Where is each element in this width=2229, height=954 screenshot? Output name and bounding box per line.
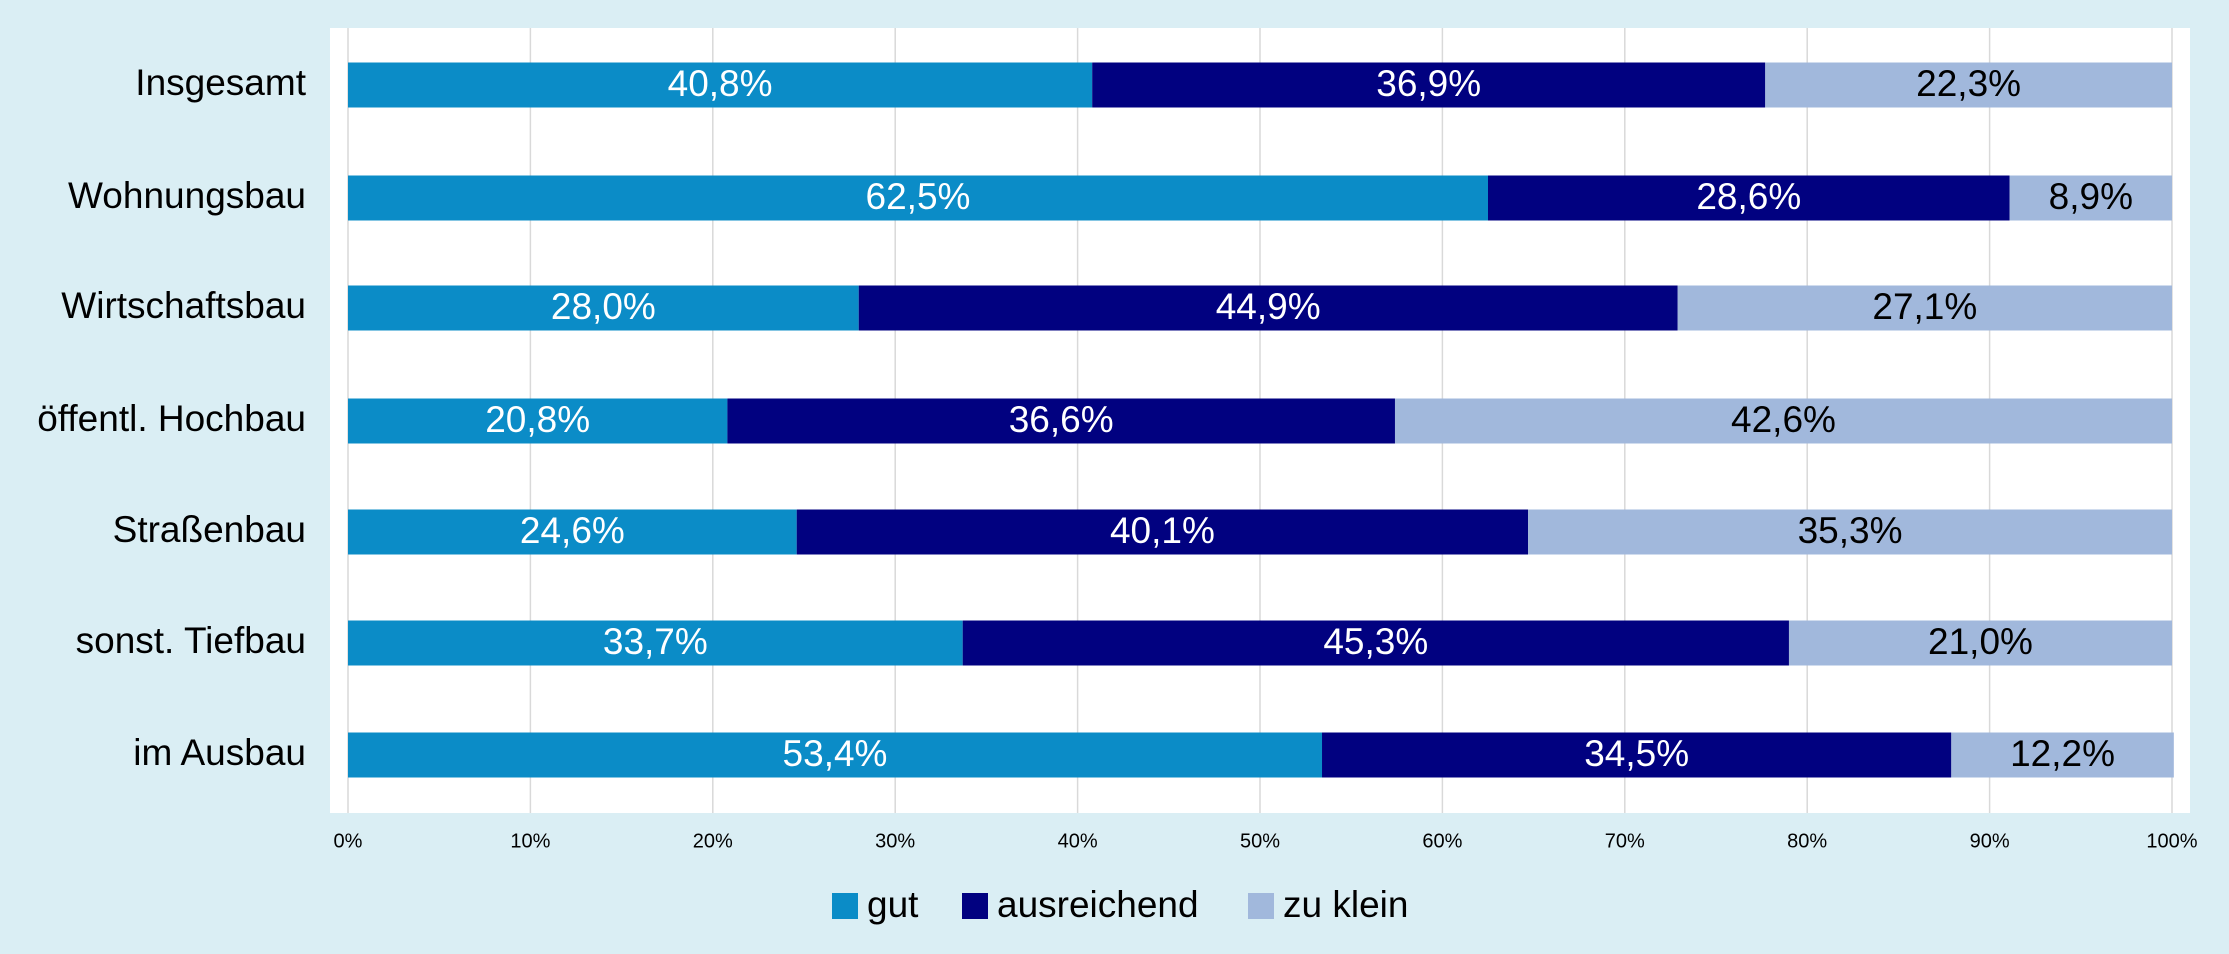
y-tick-label: Wohnungsbau [68, 175, 306, 216]
legend-label: gut [867, 884, 919, 925]
legend-swatch [832, 893, 858, 919]
bar-segment [727, 398, 1395, 444]
data-label: 27,1% [1872, 286, 1977, 327]
data-label: 22,3% [1916, 63, 2021, 104]
bar-segment [962, 620, 1789, 666]
data-label: 12,2% [2010, 733, 2115, 774]
data-label: 8,9% [2049, 176, 2133, 217]
data-label: 35,3% [1798, 510, 1903, 551]
data-label: 44,9% [1216, 286, 1321, 327]
x-tick-label: 100% [2146, 830, 2197, 852]
y-tick-label: Wirtschaftsbau [61, 285, 306, 326]
x-tick-label: 0% [334, 830, 363, 852]
bar-segment [348, 62, 1093, 108]
x-tick-label: 20% [693, 830, 733, 852]
x-tick-label: 60% [1422, 830, 1462, 852]
legend-swatch [962, 893, 988, 919]
bar-segment [1951, 732, 2174, 778]
x-tick-label: 30% [875, 830, 915, 852]
x-tick-label: 50% [1240, 830, 1280, 852]
bar-segment [1322, 732, 1952, 778]
bar-segment [1488, 175, 2010, 221]
x-tick-label: 40% [1058, 830, 1098, 852]
data-label: 24,6% [520, 510, 625, 551]
y-tick-label: öffentl. Hochbau [37, 398, 306, 439]
data-label: 40,8% [668, 63, 773, 104]
bar-segment [348, 285, 859, 331]
x-tick-label: 10% [510, 830, 550, 852]
bar-segment [348, 732, 1323, 778]
data-label: 45,3% [1323, 621, 1428, 662]
x-tick-label: 80% [1787, 830, 1827, 852]
bar-segment [1528, 509, 2172, 555]
y-tick-label: im Ausbau [133, 732, 306, 773]
bar-segment [1765, 62, 2172, 108]
legend-label: zu klein [1283, 884, 1408, 925]
y-tick-label: Insgesamt [135, 62, 306, 103]
bar-segment [348, 620, 963, 666]
data-label: 42,6% [1731, 399, 1836, 440]
y-tick-label: sonst. Tiefbau [76, 620, 306, 661]
data-label: 36,9% [1376, 63, 1481, 104]
data-label: 20,8% [485, 399, 590, 440]
bar-segment [796, 509, 1529, 555]
x-tick-label: 90% [1970, 830, 2010, 852]
legend-label: ausreichend [997, 884, 1199, 925]
bar-segment [1677, 285, 2172, 331]
data-label: 53,4% [783, 733, 888, 774]
bar-segment [348, 509, 797, 555]
data-label: 21,0% [1928, 621, 2033, 662]
data-label: 40,1% [1110, 510, 1215, 551]
y-tick-label: Straßenbau [113, 509, 306, 550]
data-label: 28,6% [1696, 176, 1801, 217]
bar-segment [348, 175, 1488, 221]
data-label: 62,5% [866, 176, 971, 217]
bar-segment [1394, 398, 2172, 444]
data-label: 36,6% [1009, 399, 1114, 440]
bar-segment [858, 285, 1678, 331]
data-label: 28,0% [551, 286, 656, 327]
x-tick-label: 70% [1605, 830, 1645, 852]
data-label: 33,7% [603, 621, 708, 662]
legend-swatch [1248, 893, 1274, 919]
bar-segment [2009, 175, 2172, 221]
bar-segment [1092, 62, 1766, 108]
bar-segment [348, 398, 728, 444]
data-label: 34,5% [1584, 733, 1689, 774]
bar-segment [1788, 620, 2172, 666]
